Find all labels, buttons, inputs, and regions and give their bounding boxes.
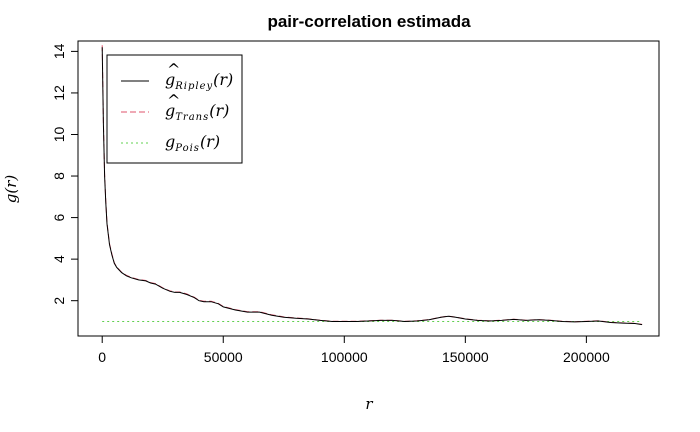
legend-label-pois: gPois(r) bbox=[165, 132, 220, 154]
chart-title: pair-correlation estimada bbox=[267, 12, 471, 31]
legend-hat: ^ bbox=[167, 91, 180, 110]
legend: ^gRipley(r)^gTrans(r)gPois(r) bbox=[106, 54, 243, 164]
y-tick-label: 2 bbox=[51, 297, 67, 305]
y-tick-label: 10 bbox=[51, 126, 67, 142]
legend-label-trans: gTrans(r) bbox=[165, 101, 229, 123]
y-tick-label: 14 bbox=[51, 43, 67, 59]
x-axis-label: r bbox=[365, 395, 373, 413]
y-axis-label: g(r) bbox=[2, 175, 20, 204]
legend-label-ripley: gRipley(r) bbox=[165, 70, 233, 92]
x-axis: 0 50000 100000 150000 200000 bbox=[98, 335, 610, 365]
legend-box bbox=[106, 54, 243, 164]
x-tick-label: 200000 bbox=[563, 349, 610, 365]
x-tick-label: 0 bbox=[98, 349, 106, 365]
y-tick-label: 8 bbox=[51, 172, 67, 180]
x-tick-label: 150000 bbox=[442, 349, 489, 365]
y-tick-label: 6 bbox=[51, 213, 67, 221]
x-tick-label: 50000 bbox=[204, 349, 243, 365]
y-tick-label: 4 bbox=[51, 255, 67, 263]
y-tick-label: 12 bbox=[51, 85, 67, 101]
x-tick-label: 100000 bbox=[321, 349, 368, 365]
series-layer bbox=[101, 45, 643, 326]
series-line-ripley bbox=[101, 47, 643, 326]
legend-hat: ^ bbox=[167, 60, 180, 79]
y-axis: 2 4 6 8 10 12 14 bbox=[51, 43, 79, 305]
